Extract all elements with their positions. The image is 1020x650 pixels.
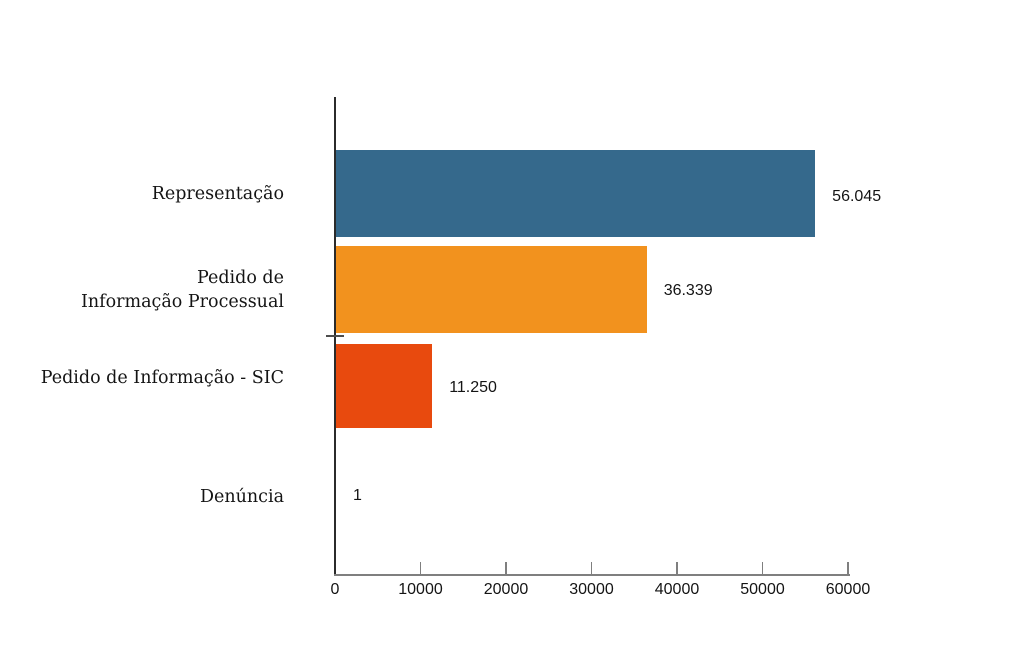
category-label: Pedido de Informação Processual xyxy=(80,267,284,312)
x-axis-tick-label: 60000 xyxy=(825,581,871,598)
category-label: Pedido de Informação - SIC xyxy=(40,368,284,388)
value-label: 36.339 xyxy=(663,281,713,299)
x-axis-tick xyxy=(761,562,764,575)
x-axis-tick-label: 10000 xyxy=(398,581,443,598)
x-axis-tick xyxy=(419,562,422,575)
x-axis-tick xyxy=(676,562,678,575)
x-axis-tick-label: 0 xyxy=(330,581,340,598)
bar-3 xyxy=(336,344,433,428)
bar-1 xyxy=(336,150,816,237)
value-label: 1 xyxy=(353,487,362,504)
x-axis-tick-label: 40000 xyxy=(654,581,700,598)
value-label: 56.045 xyxy=(832,187,882,205)
x-axis-tick xyxy=(505,562,507,575)
category-label: Denúncia xyxy=(199,487,284,507)
x-axis-line xyxy=(334,574,850,576)
x-axis-tick-label: 50000 xyxy=(740,581,785,598)
category-axis-tick xyxy=(326,335,344,337)
x-axis-tick xyxy=(590,562,593,575)
x-axis-tick-label: 20000 xyxy=(483,581,529,598)
category-label: Representação xyxy=(151,183,284,204)
x-axis-tick xyxy=(847,562,849,575)
value-label: 11.250 xyxy=(449,379,497,396)
bar-2 xyxy=(336,246,647,333)
x-axis-tick-label: 30000 xyxy=(569,581,614,598)
